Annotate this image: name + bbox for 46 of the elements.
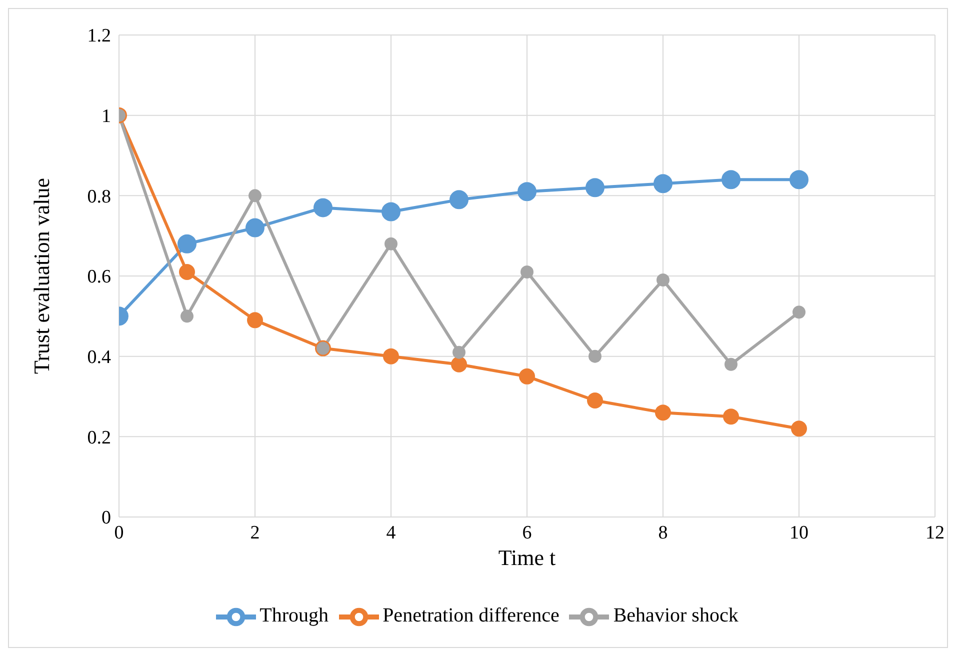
y-tick-label: 0 xyxy=(102,508,111,529)
x-axis-title: Time t xyxy=(498,545,556,570)
y-tick-label: 1 xyxy=(102,106,111,128)
x-tick-label: 8 xyxy=(658,522,668,544)
x-tick-label: 6 xyxy=(522,522,532,544)
point xyxy=(723,408,739,425)
y-tick-label: 1.2 xyxy=(87,26,111,47)
x-tick-label: 12 xyxy=(926,522,944,544)
point xyxy=(178,234,196,254)
point xyxy=(383,348,399,364)
legend-label: Through xyxy=(260,604,329,627)
point xyxy=(180,310,194,323)
x-tick-label: 4 xyxy=(386,522,396,544)
point xyxy=(384,237,398,250)
point xyxy=(382,202,400,222)
y-tick-label: 0.6 xyxy=(87,266,111,288)
point xyxy=(586,178,604,198)
point xyxy=(792,306,806,319)
point xyxy=(654,174,672,194)
point xyxy=(247,312,263,328)
point xyxy=(791,420,807,437)
point xyxy=(179,264,195,280)
point xyxy=(246,218,264,238)
y-tick-label: 0.8 xyxy=(87,186,111,208)
y-axis-title: Trust evaluation value xyxy=(28,178,54,374)
point xyxy=(451,356,467,372)
point xyxy=(790,170,808,190)
point xyxy=(656,274,670,287)
y-tick-label: 0.2 xyxy=(87,427,111,448)
point xyxy=(452,346,466,359)
point xyxy=(724,358,738,371)
point xyxy=(518,182,536,202)
x-tick-label: 10 xyxy=(790,522,808,544)
y-tick-label: 0.4 xyxy=(87,347,112,368)
point xyxy=(520,265,534,278)
point xyxy=(450,190,468,210)
point xyxy=(248,189,262,202)
point xyxy=(588,350,602,363)
x-tick-label: 2 xyxy=(250,522,260,544)
point xyxy=(519,368,535,384)
point xyxy=(314,198,332,218)
point xyxy=(587,392,603,409)
legend-label: Behavior shock xyxy=(613,604,738,627)
point xyxy=(655,404,671,421)
legend-label: Penetration difference xyxy=(382,604,560,627)
point xyxy=(722,170,740,190)
